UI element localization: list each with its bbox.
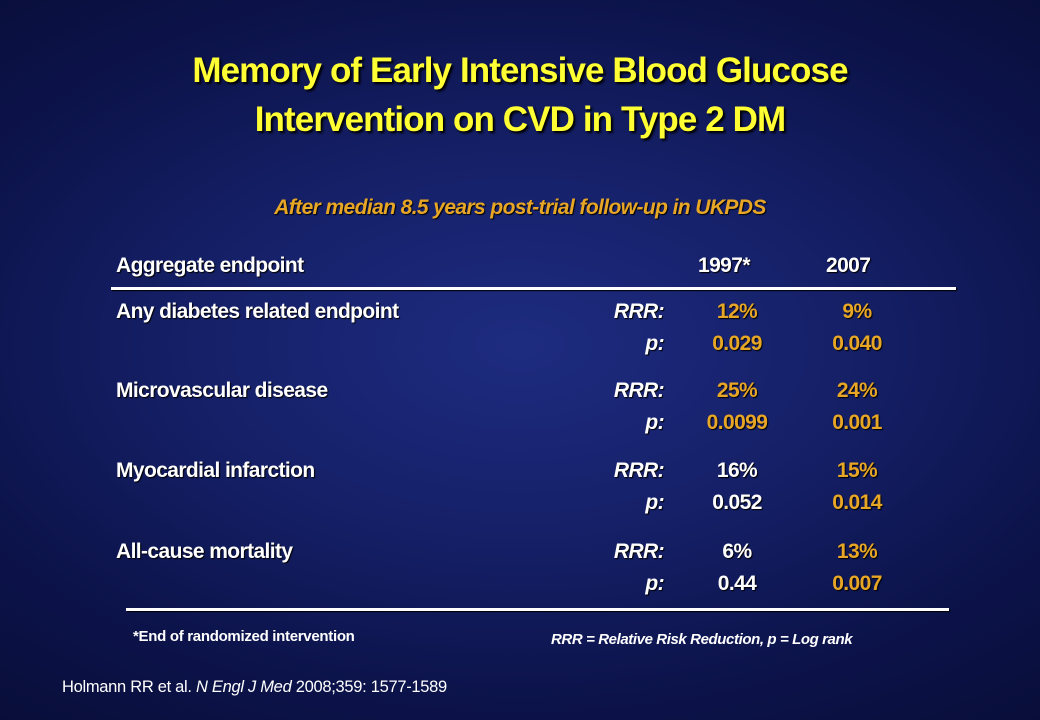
header-year-1997: 1997* bbox=[698, 254, 750, 277]
table-top-rule bbox=[111, 287, 956, 290]
rrr-1997-value: 6% bbox=[722, 540, 752, 563]
slide-title: Memory of Early Intensive Blood Glucose … bbox=[0, 46, 1040, 144]
rrr-1997-value: 12% bbox=[716, 300, 758, 323]
footnote-randomized-intervention: *End of randomized intervention bbox=[133, 628, 355, 645]
p-2007-value: 0.040 bbox=[832, 332, 882, 355]
row-label-any-diabetes-endpoint: Any diabetes related endpoint bbox=[116, 300, 399, 323]
rrr-2007-value: 24% bbox=[836, 379, 878, 402]
p-label: p: bbox=[645, 491, 664, 514]
p-1997-value: 0.44 bbox=[717, 572, 757, 595]
rrr-label: RRR: bbox=[613, 300, 665, 323]
p-1997-value: 0.052 bbox=[712, 491, 762, 514]
row-label-myocardial-infarction: Myocardial infarction bbox=[116, 459, 315, 482]
rrr-2007-value: 15% bbox=[836, 459, 878, 482]
p-1997-value: 0.0099 bbox=[706, 411, 768, 434]
p-2007-value: 0.007 bbox=[832, 572, 882, 595]
header-aggregate-endpoint: Aggregate endpoint bbox=[116, 254, 304, 277]
p-label: p: bbox=[645, 572, 664, 595]
rrr-1997-value: 25% bbox=[716, 379, 758, 402]
p-2007-value: 0.001 bbox=[832, 411, 882, 434]
p-label: p: bbox=[645, 411, 664, 434]
rrr-2007-value: 13% bbox=[836, 540, 878, 563]
row-label-all-cause-mortality: All-cause mortality bbox=[116, 540, 293, 563]
p-1997-value: 0.029 bbox=[712, 332, 762, 355]
p-2007-value: 0.014 bbox=[832, 491, 882, 514]
citation-authors: Holmann RR et al. bbox=[62, 678, 196, 696]
table-bottom-rule bbox=[126, 608, 949, 611]
rrr-1997-value: 16% bbox=[716, 459, 758, 482]
rrr-2007-value: 9% bbox=[842, 300, 872, 323]
citation-journal: N Engl J Med bbox=[196, 678, 292, 696]
citation-details: 2008;359: 1577-1589 bbox=[291, 678, 448, 696]
rrr-label: RRR: bbox=[613, 459, 665, 482]
rrr-label: RRR: bbox=[613, 379, 665, 402]
rrr-label: RRR: bbox=[613, 540, 665, 563]
footnote-abbreviations: RRR = Relative Risk Reduction, p = Log r… bbox=[551, 631, 853, 648]
title-line-2: Intervention on CVD in Type 2 DM bbox=[254, 100, 786, 139]
p-label: p: bbox=[645, 332, 664, 355]
row-label-microvascular-disease: Microvascular disease bbox=[116, 379, 328, 402]
title-line-1: Memory of Early Intensive Blood Glucose bbox=[192, 51, 848, 90]
header-year-2007: 2007 bbox=[826, 254, 871, 277]
citation: Holmann RR et al. N Engl J Med 2008;359:… bbox=[62, 678, 447, 697]
slide-subtitle: After median 8.5 years post-trial follow… bbox=[274, 196, 766, 219]
